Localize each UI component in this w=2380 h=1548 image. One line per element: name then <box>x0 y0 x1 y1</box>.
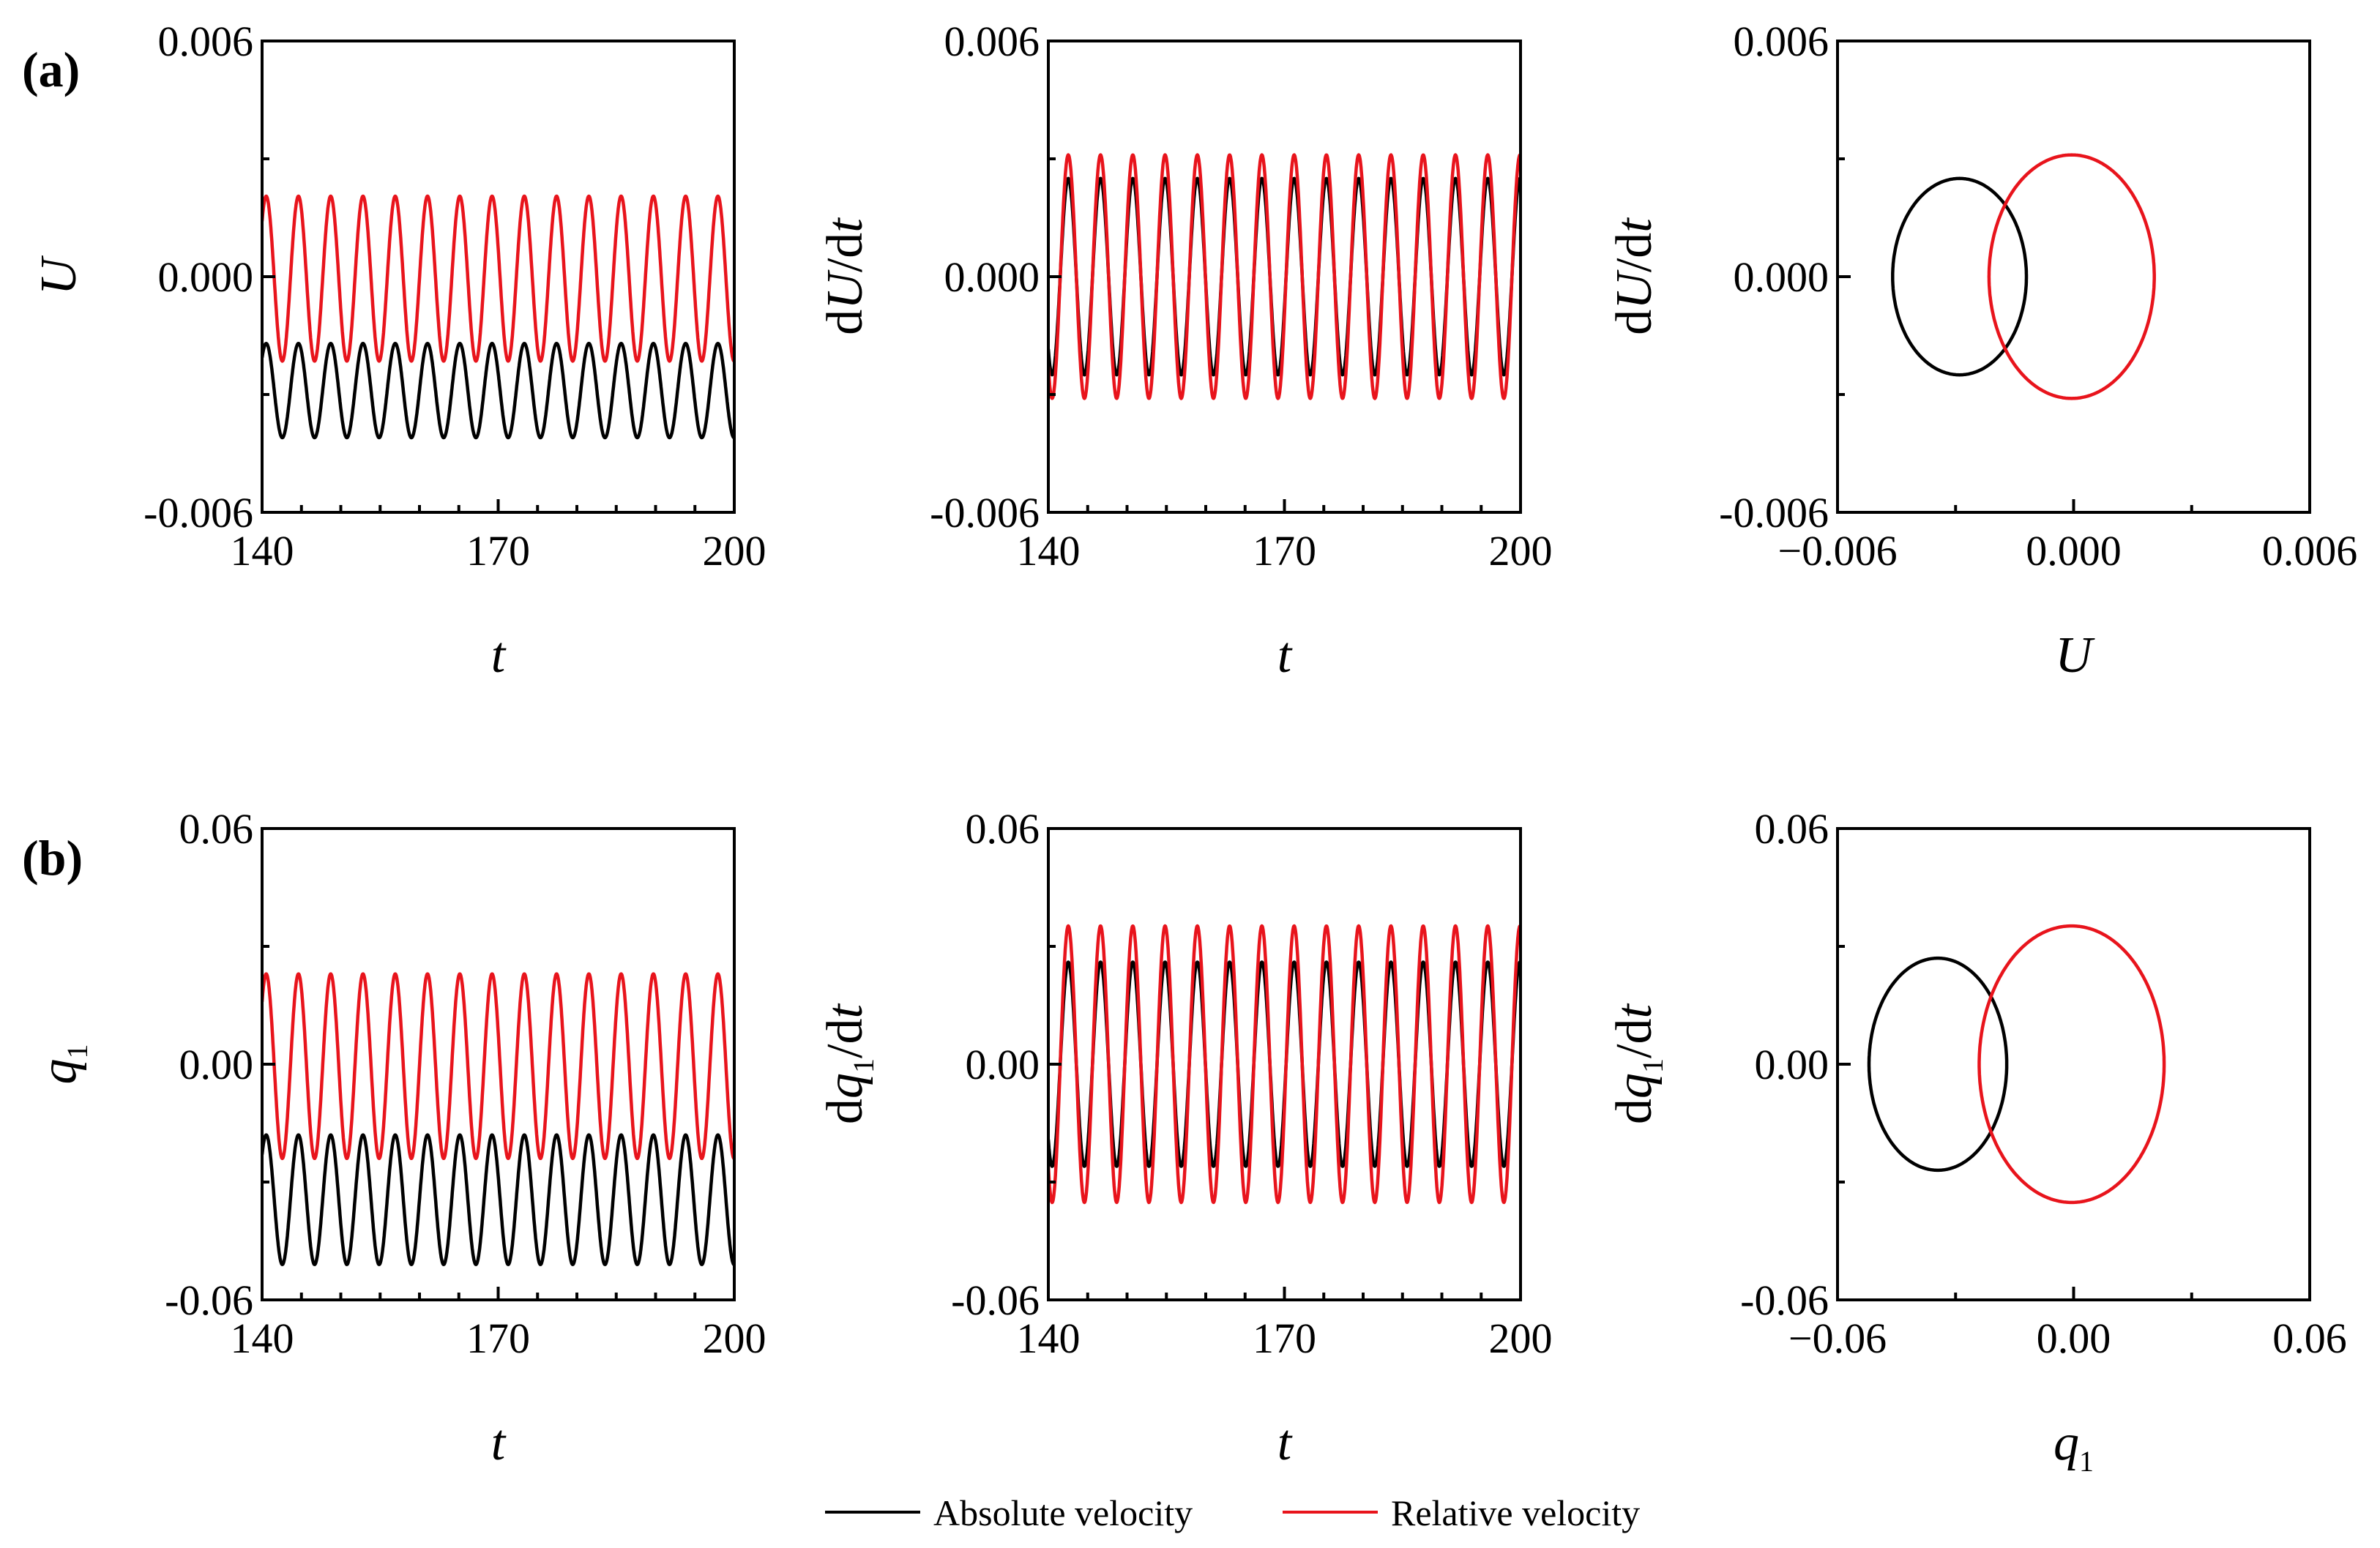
x-tick-label: 0.00 <box>2037 1315 2111 1362</box>
y-tick-label: -0.06 <box>1740 1276 1829 1324</box>
legend-label-relative: Relative velocity <box>1391 1492 1640 1533</box>
plot-frame <box>261 40 736 514</box>
panel-label-a: (a) <box>22 42 80 97</box>
y-tick-label: 0.06 <box>1755 805 1829 853</box>
y-tick-label: 0.06 <box>966 805 1040 853</box>
series-line-absolute <box>1867 956 2009 1173</box>
y-tick-label: -0.006 <box>1719 489 1829 536</box>
x-axis-label: t <box>491 627 507 684</box>
y-tick-label: 0.000 <box>1734 253 1829 301</box>
x-tick-label: 200 <box>703 1315 766 1362</box>
y-tick-label: 0.006 <box>158 18 254 65</box>
y-tick-label: 0.00 <box>1755 1041 1829 1088</box>
plot-frame <box>1836 40 2311 514</box>
legend: Absolute velocity Relative velocity <box>825 1492 1640 1533</box>
y-axis-label: dq1/dt <box>817 1003 880 1124</box>
series-line-relative <box>1048 153 1521 400</box>
x-axis-label: t <box>1277 1415 1293 1471</box>
series-line-absolute <box>262 1133 734 1266</box>
series-line-relative <box>1048 924 1521 1205</box>
y-axis-label: dU/dt <box>817 217 873 335</box>
legend-label-absolute: Absolute velocity <box>933 1492 1193 1533</box>
x-tick-label: 170 <box>466 1315 530 1362</box>
panel-label-b: (b) <box>22 830 83 886</box>
x-tick-label: 140 <box>1017 527 1081 575</box>
plots: -0.006 0.000 0.006 140 170 200 t U -0.006 0.000 0.… <box>31 18 2357 1478</box>
panel-b3: -0.06 0.00 0.06 −0.06 0.00 0.06 q1 dq1/dt <box>1606 805 2347 1478</box>
series-group <box>262 972 734 1266</box>
series-line-absolute <box>262 341 734 440</box>
y-tick-label: 0.06 <box>179 805 254 853</box>
x-axis-label: t <box>1277 627 1293 684</box>
series-group <box>262 194 734 440</box>
series-line-absolute <box>1891 176 2029 377</box>
y-tick-label: 0.006 <box>944 18 1040 65</box>
y-tick-label: 0.00 <box>179 1041 254 1088</box>
panel-a1: -0.006 0.000 0.006 140 170 200 t U <box>31 18 766 684</box>
x-axis-label: U <box>2055 627 2095 684</box>
panel-b2: -0.06 0.00 0.06 140 170 200 t dq1/dt <box>817 805 1553 1471</box>
series-line-relative <box>1977 924 2166 1205</box>
y-tick-label: -0.006 <box>143 489 253 536</box>
x-tick-label: 200 <box>703 527 766 575</box>
x-tick-label: 140 <box>1017 1315 1081 1362</box>
series-group <box>1867 924 2166 1205</box>
series-line-relative <box>262 972 734 1161</box>
y-axis-label: dq1/dt <box>1606 1003 1669 1124</box>
series-group <box>1048 153 1521 400</box>
panel-a3: -0.006 0.000 0.006 −0.006 0.000 0.006 UdU/dt <box>1606 18 2357 684</box>
x-tick-label: 200 <box>1489 1315 1553 1362</box>
x-tick-label: 0.06 <box>2272 1315 2347 1362</box>
x-axis-label: q1 <box>2053 1415 2094 1478</box>
y-tick-label: -0.006 <box>930 489 1040 536</box>
series-line-relative <box>262 194 734 363</box>
y-axis-label: dU/dt <box>1606 217 1663 335</box>
y-tick-label: -0.06 <box>951 1276 1040 1324</box>
x-tick-label: 200 <box>1489 527 1553 575</box>
y-axis-label: q1 <box>31 1044 94 1085</box>
x-tick-label: 0.006 <box>2262 527 2358 575</box>
series-group <box>1891 153 2156 400</box>
plot-frame <box>1836 827 2311 1301</box>
y-tick-label: -0.06 <box>165 1276 253 1324</box>
panel-b1: -0.06 0.00 0.06 140 170 200 t q1 <box>31 805 766 1471</box>
x-axis-label: t <box>491 1415 507 1471</box>
x-tick-label: −0.06 <box>1788 1315 1887 1362</box>
x-tick-label: 140 <box>231 527 294 575</box>
series-line-relative <box>1987 153 2156 400</box>
y-tick-label: 0.000 <box>944 253 1040 301</box>
x-tick-label: 170 <box>1253 527 1316 575</box>
x-tick-label: 0.000 <box>2026 527 2122 575</box>
x-tick-label: −0.006 <box>1777 527 1897 575</box>
y-tick-label: 0.006 <box>1734 18 1829 65</box>
y-tick-label: 0.000 <box>158 253 254 301</box>
y-axis-label: U <box>31 255 87 295</box>
x-tick-label: 170 <box>466 527 530 575</box>
panel-a2: -0.006 0.000 0.006 140 170 200 t dU/dt <box>817 18 1553 684</box>
series-group <box>1048 924 1521 1205</box>
x-tick-label: 140 <box>231 1315 294 1362</box>
x-tick-label: 170 <box>1253 1315 1316 1362</box>
y-tick-label: 0.00 <box>966 1041 1040 1088</box>
